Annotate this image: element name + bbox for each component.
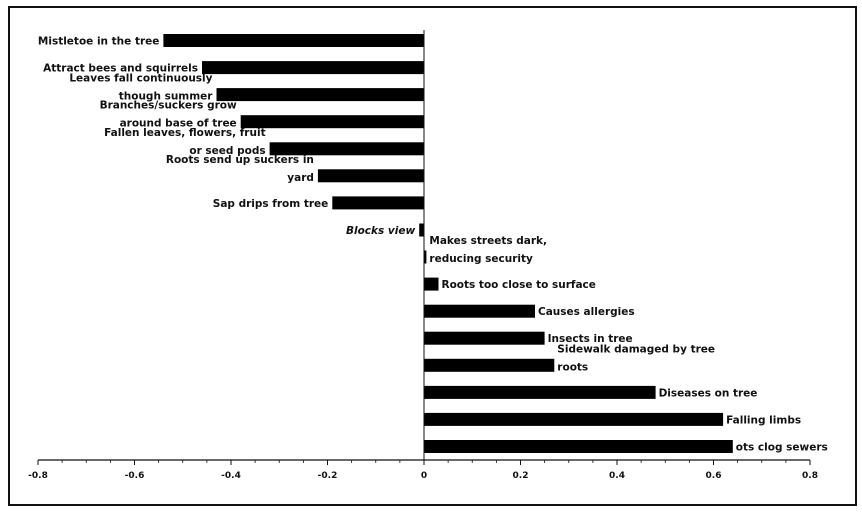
bar-label-3-line-0: Branches/suckers grow [100,100,237,112]
bar-14 [424,412,724,426]
bar-label-1: Attract bees and squirrels [43,63,198,75]
bar-label-5-line-0: Roots send up suckers in [166,154,314,166]
x-tick-label-1: -0.6 [125,471,145,481]
bar-6 [332,196,424,210]
x-tick-label-6: 0.4 [609,471,625,481]
bar-label-8-line-1: reducing security [429,253,533,265]
bar-4 [269,142,424,156]
x-tick-label-2: -0.4 [221,471,241,481]
bar-label-4-line-1: or seed pods [189,145,265,157]
x-tick-label-4: 0 [421,471,427,481]
bar-label-0: Mistletoe in the tree [38,36,160,48]
bar-7 [419,223,424,237]
bar-2 [216,88,424,102]
x-tick-label-3: -0.2 [318,471,338,481]
bar-11 [424,331,545,345]
bar-label-8-line-0: Makes streets dark, [429,235,547,247]
bar-label-2-line-0: Leaves fall continuously [69,73,212,85]
bar-label-6: Sap drips from tree [213,198,329,210]
bar-label-5-line-1: yard [287,172,314,184]
bar-5 [317,169,424,183]
x-tick-label-0: -0.8 [28,471,48,481]
bar-15 [424,440,733,453]
bar-label-13: Diseases on tree [659,387,758,399]
bar-label-15: ots clog sewers [736,442,828,454]
bar-label-10: Causes allergies [538,306,635,318]
bar-3 [240,115,424,129]
bar-label-2-line-1: though summer [119,91,214,103]
bar-0 [163,34,424,47]
bar-label-12-line-0: Sidewalk damaged by tree [557,343,715,355]
bar-13 [424,385,656,399]
bar-label-14: Falling limbs [726,414,801,426]
bar-8 [424,250,427,264]
bar-10 [424,304,535,318]
x-tick-label-8: 0.8 [802,471,818,481]
bar-label-11: Insects in tree [548,333,633,345]
bar-label-3-line-1: around base of tree [120,118,237,130]
x-tick-label-5: 0.2 [513,471,529,481]
bar-label-7: Blocks view [346,225,415,237]
bar-9 [424,277,439,291]
bar-label-9: Roots too close to surface [442,279,596,291]
bar-label-12-line-1: roots [557,361,588,373]
x-tick-label-7: 0.6 [706,471,722,481]
bar-12 [424,358,555,372]
bar-label-4-line-0: Fallen leaves, flowers, fruit [104,127,266,139]
bar-1 [202,61,424,75]
